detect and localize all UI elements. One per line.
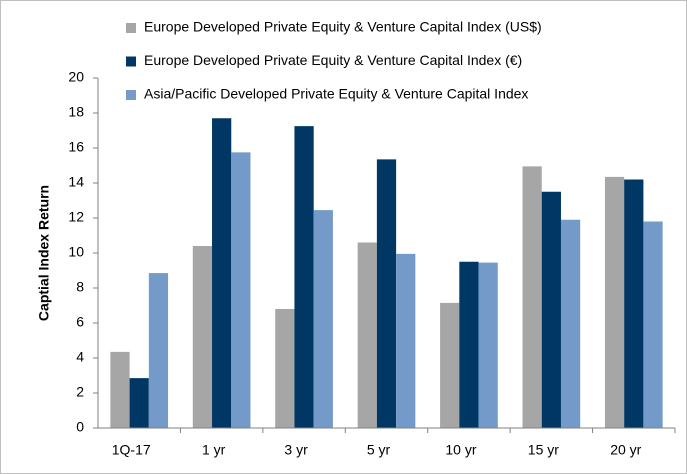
legend-swatch (126, 90, 136, 100)
bar (313, 210, 333, 428)
legend-text: Asia/Pacific Developed Private Equity & … (144, 86, 528, 102)
y-axis-label: Captial Index Return (36, 185, 52, 321)
bar (624, 179, 644, 428)
bar (212, 118, 232, 428)
y-tick-label: 4 (76, 349, 84, 365)
x-tick-label: 10 yr (445, 442, 476, 458)
y-tick-label: 20 (68, 69, 84, 85)
legend-swatch (126, 56, 136, 67)
x-tick-label: 5 yr (367, 442, 391, 458)
legend-swatch (126, 23, 136, 33)
bar (148, 273, 169, 428)
y-tick-label: 0 (76, 419, 84, 435)
y-tick-label: 16 (68, 139, 84, 155)
y-tick-label: 10 (68, 244, 84, 260)
x-tick-label: 3 yr (284, 442, 308, 458)
bar (522, 166, 542, 428)
bar (231, 152, 251, 428)
x-tick-label: 15 yr (528, 442, 559, 458)
bar (294, 126, 314, 428)
bar (396, 253, 416, 428)
bar (604, 176, 625, 428)
legend-text: Europe Developed Private Equity & Ventur… (144, 52, 522, 68)
bar (440, 302, 460, 428)
bar (541, 191, 561, 428)
y-tick-label: 12 (68, 209, 84, 225)
x-tick-label: 1 yr (202, 442, 226, 458)
bar (129, 378, 149, 428)
bar (110, 351, 130, 428)
bar (459, 261, 479, 428)
bar (560, 219, 581, 428)
x-tick-label: 20 yr (610, 442, 641, 458)
y-tick-label: 14 (68, 174, 84, 190)
bar (643, 221, 663, 428)
bar (192, 246, 213, 428)
bar (275, 309, 295, 428)
y-tick-label: 8 (76, 279, 84, 295)
y-tick-label: 2 (76, 384, 84, 400)
y-tick-label: 6 (76, 314, 84, 330)
bar (376, 159, 397, 428)
legend-text: Europe Developed Private Equity & Ventur… (144, 19, 542, 35)
bar (357, 242, 377, 428)
x-tick-label: 1Q-17 (112, 442, 151, 458)
y-tick-label: 18 (68, 104, 84, 120)
bar (478, 262, 498, 428)
